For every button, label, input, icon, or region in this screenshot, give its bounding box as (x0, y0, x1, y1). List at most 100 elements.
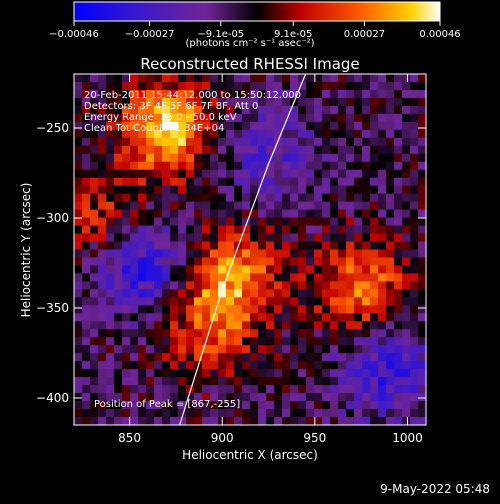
heatmap-cell (138, 185, 147, 195)
heatmap-cell (250, 129, 259, 139)
heatmap-cell (274, 185, 283, 195)
heatmap-cell (338, 97, 347, 107)
heatmap-cell (242, 81, 251, 91)
heatmap-cell (210, 225, 219, 235)
heatmap-cell (338, 361, 347, 370)
heatmap-cell (258, 225, 267, 235)
heatmap-cell (346, 329, 355, 338)
heatmap-cell (178, 265, 187, 275)
heatmap-cell (282, 153, 291, 163)
heatmap-cell (186, 401, 195, 410)
heatmap-cell (154, 393, 163, 402)
heatmap-cell (210, 89, 219, 99)
heatmap-cell (346, 305, 355, 314)
heatmap-cell (354, 169, 363, 179)
heatmap-cell (130, 313, 139, 322)
heatmap-cell (98, 137, 107, 147)
heatmap-cell (314, 177, 323, 187)
heatmap-cell (90, 201, 99, 211)
heatmap-cell (162, 297, 171, 306)
heatmap-cell (290, 225, 299, 235)
heatmap-cell (402, 297, 411, 306)
heatmap-cell (138, 233, 147, 243)
heatmap-cell (210, 337, 219, 346)
heatmap-cell (370, 305, 379, 314)
heatmap-cell (210, 265, 219, 275)
heatmap-cell (162, 321, 171, 330)
heatmap-cell (314, 233, 323, 243)
heatmap-area: 850 900 950 1000−250−300−350−400 (36, 73, 427, 445)
heatmap-cell (266, 201, 275, 211)
heatmap-cell (194, 337, 203, 346)
heatmap-cell (410, 137, 419, 147)
heatmap-cell (82, 361, 91, 370)
heatmap-cell (194, 281, 203, 290)
heatmap-cell (122, 297, 131, 306)
heatmap-cell (98, 409, 107, 418)
heatmap-cell (154, 281, 163, 290)
heatmap-cell (178, 361, 187, 370)
heatmap-cell (250, 233, 259, 243)
heatmap-cell (274, 145, 283, 155)
heatmap-cell (298, 369, 307, 378)
heatmap-cell (322, 409, 331, 418)
heatmap-cell (402, 273, 411, 283)
heatmap-cell (186, 345, 195, 354)
heatmap-cell (138, 321, 147, 330)
heatmap-cell (386, 169, 395, 179)
heatmap-cell (362, 361, 371, 370)
heatmap-cell (330, 177, 339, 187)
heatmap-cell (98, 217, 107, 227)
heatmap-cell (162, 97, 171, 107)
heatmap-cell (170, 201, 179, 211)
heatmap-cell (98, 377, 107, 386)
heatmap-cell (90, 257, 99, 267)
heatmap-cell (322, 153, 331, 163)
heatmap-cell (186, 361, 195, 370)
heatmap-cell (298, 337, 307, 346)
heatmap-cell (314, 74, 323, 83)
heatmap-cell (122, 249, 131, 259)
heatmap-cell (362, 257, 371, 267)
heatmap-cell (402, 337, 411, 346)
heatmap-cell (306, 417, 315, 425)
heatmap-cell (346, 145, 355, 155)
heatmap-cell (322, 313, 331, 322)
heatmap-cell (170, 153, 179, 163)
heatmap-cell (322, 377, 331, 386)
heatmap-cell (258, 401, 267, 410)
heatmap-cell (258, 233, 267, 243)
heatmap-cell (98, 313, 107, 322)
heatmap-cell (378, 193, 387, 203)
heatmap-cell (138, 129, 147, 139)
heatmap-cell (338, 113, 347, 123)
heatmap-cell (346, 81, 355, 91)
heatmap-cell (266, 281, 275, 290)
heatmap-cell (186, 185, 195, 195)
heatmap-cell (290, 265, 299, 275)
heatmap-cell (186, 201, 195, 211)
heatmap-cell (154, 169, 163, 179)
heatmap-cell (202, 385, 211, 394)
heatmap-cell (402, 137, 411, 147)
heatmap-cell (122, 393, 131, 402)
heatmap-cell (386, 265, 395, 275)
heatmap-cell (178, 337, 187, 346)
heatmap-cell (202, 257, 211, 267)
heatmap-cell (402, 89, 411, 99)
heatmap-cell (386, 74, 395, 83)
heatmap-cell (314, 137, 323, 147)
heatmap-cell (410, 97, 419, 107)
heatmap-cell (330, 225, 339, 235)
heatmap-cell (114, 225, 123, 235)
heatmap-cell (138, 377, 147, 386)
heatmap-cell (418, 97, 426, 107)
heatmap-cell (226, 393, 235, 402)
heatmap-cell (106, 153, 115, 163)
heatmap-cell (314, 353, 323, 362)
heatmap-cell (322, 329, 331, 338)
heatmap-cell (314, 281, 323, 290)
heatmap-cell (394, 313, 403, 322)
heatmap-cell (194, 153, 203, 163)
heatmap-cell (314, 201, 323, 211)
